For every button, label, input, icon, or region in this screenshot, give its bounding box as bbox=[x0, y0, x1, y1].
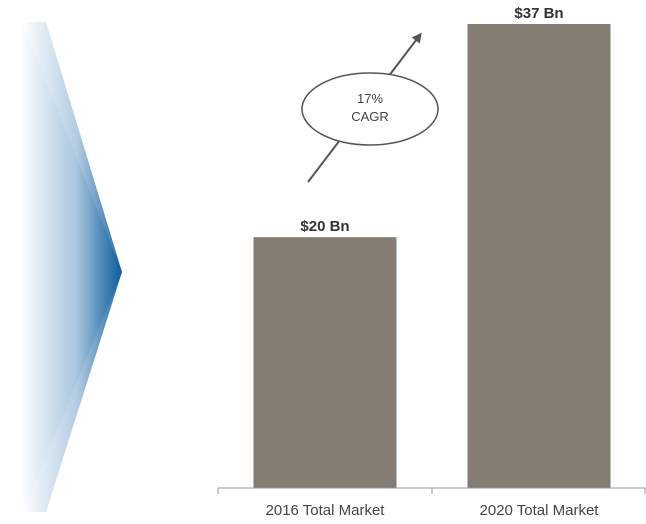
cagr-annotation: 17% CAGR bbox=[301, 32, 439, 183]
cagr-label: CAGR bbox=[351, 109, 389, 124]
cagr-rate-label: 17% bbox=[357, 91, 383, 106]
bar-2016 bbox=[253, 237, 397, 488]
category-label-2016: 2016 Total Market bbox=[266, 502, 386, 519]
chevron-shade-shape bbox=[20, 16, 122, 520]
value-label-2020: $37 Bn bbox=[514, 5, 563, 22]
cagr-ellipse bbox=[301, 72, 439, 146]
chevron-arrow-icon bbox=[22, 22, 122, 512]
bars-layer: $20 Bn 2016 Total Market $37 Bn 2020 Total … bbox=[253, 5, 611, 519]
category-label-2020: 2020 Total Market bbox=[480, 502, 600, 519]
value-label-2016: $20 Bn bbox=[300, 218, 349, 235]
bar-2020 bbox=[467, 24, 611, 488]
